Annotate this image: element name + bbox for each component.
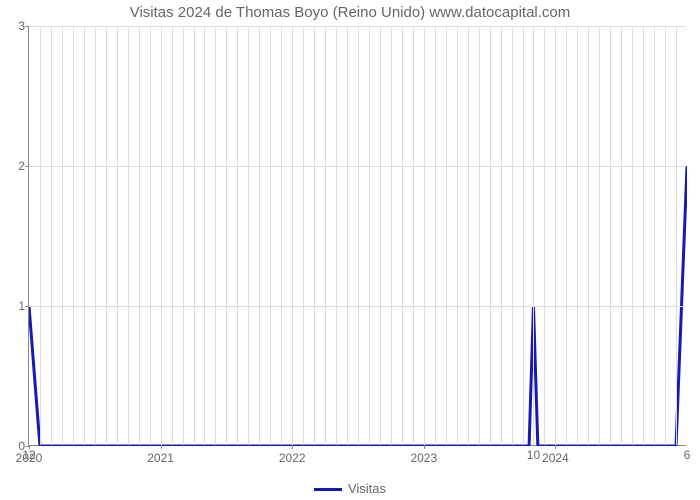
legend-swatch — [314, 488, 342, 491]
vgrid — [106, 26, 107, 445]
legend-label: Visitas — [348, 481, 386, 496]
vgrid — [369, 26, 370, 445]
xtick — [555, 445, 556, 449]
vgrid — [479, 26, 480, 445]
xtick-label: 2023 — [410, 451, 437, 465]
vgrid — [281, 26, 282, 445]
vgrid — [128, 26, 129, 445]
ytick — [25, 306, 29, 307]
vgrid — [457, 26, 458, 445]
vgrid — [183, 26, 184, 445]
vgrid — [292, 26, 293, 445]
vgrid — [358, 26, 359, 445]
vgrid — [621, 26, 622, 445]
vgrid — [468, 26, 469, 445]
vgrid — [577, 26, 578, 445]
vgrid — [270, 26, 271, 445]
vgrid — [402, 26, 403, 445]
vgrid — [424, 26, 425, 445]
vgrid — [599, 26, 600, 445]
ytick-label: 2 — [11, 159, 25, 173]
xtick-label: 2021 — [147, 451, 174, 465]
vgrid — [161, 26, 162, 445]
vgrid — [226, 26, 227, 445]
vgrid — [490, 26, 491, 445]
vgrid — [150, 26, 151, 445]
vgrid — [248, 26, 249, 445]
vgrid — [95, 26, 96, 445]
vgrid — [380, 26, 381, 445]
vgrid — [139, 26, 140, 445]
ytick — [25, 166, 29, 167]
vgrid — [544, 26, 545, 445]
chart-container: Visitas 2024 de Thomas Boyo (Reino Unido… — [0, 0, 700, 500]
vgrid — [643, 26, 644, 445]
vgrid — [204, 26, 205, 445]
xtick — [161, 445, 162, 449]
ytick — [25, 26, 29, 27]
legend: Visitas — [0, 481, 700, 496]
vgrid — [73, 26, 74, 445]
vgrid — [51, 26, 52, 445]
vgrid — [446, 26, 447, 445]
vgrid — [533, 26, 534, 445]
vgrid — [555, 26, 556, 445]
xtick-label: 2022 — [279, 451, 306, 465]
point-label: 12 — [22, 448, 35, 462]
vgrid — [117, 26, 118, 445]
vgrid — [588, 26, 589, 445]
vgrid — [40, 26, 41, 445]
vgrid — [566, 26, 567, 445]
vgrid — [215, 26, 216, 445]
vgrid — [391, 26, 392, 445]
vgrid — [610, 26, 611, 445]
point-label: 10 — [527, 448, 540, 462]
vgrid — [336, 26, 337, 445]
vgrid — [237, 26, 238, 445]
vgrid — [501, 26, 502, 445]
vgrid — [347, 26, 348, 445]
point-label: 6 — [684, 448, 691, 462]
xtick-label: 2024 — [542, 451, 569, 465]
vgrid — [512, 26, 513, 445]
vgrid — [259, 26, 260, 445]
vgrid — [303, 26, 304, 445]
vgrid — [676, 26, 677, 445]
vgrid — [413, 26, 414, 445]
ytick-label: 3 — [11, 19, 25, 33]
plot-area: 01232020202120222023202412106 — [28, 26, 686, 446]
vgrid — [665, 26, 666, 445]
xtick — [424, 445, 425, 449]
xtick — [292, 445, 293, 449]
vgrid — [62, 26, 63, 445]
vgrid — [632, 26, 633, 445]
vgrid — [435, 26, 436, 445]
vgrid — [194, 26, 195, 445]
vgrid — [172, 26, 173, 445]
vgrid — [314, 26, 315, 445]
vgrid — [325, 26, 326, 445]
ytick-label: 1 — [11, 299, 25, 313]
vgrid — [84, 26, 85, 445]
vgrid — [523, 26, 524, 445]
vgrid — [654, 26, 655, 445]
chart-title: Visitas 2024 de Thomas Boyo (Reino Unido… — [0, 4, 700, 21]
